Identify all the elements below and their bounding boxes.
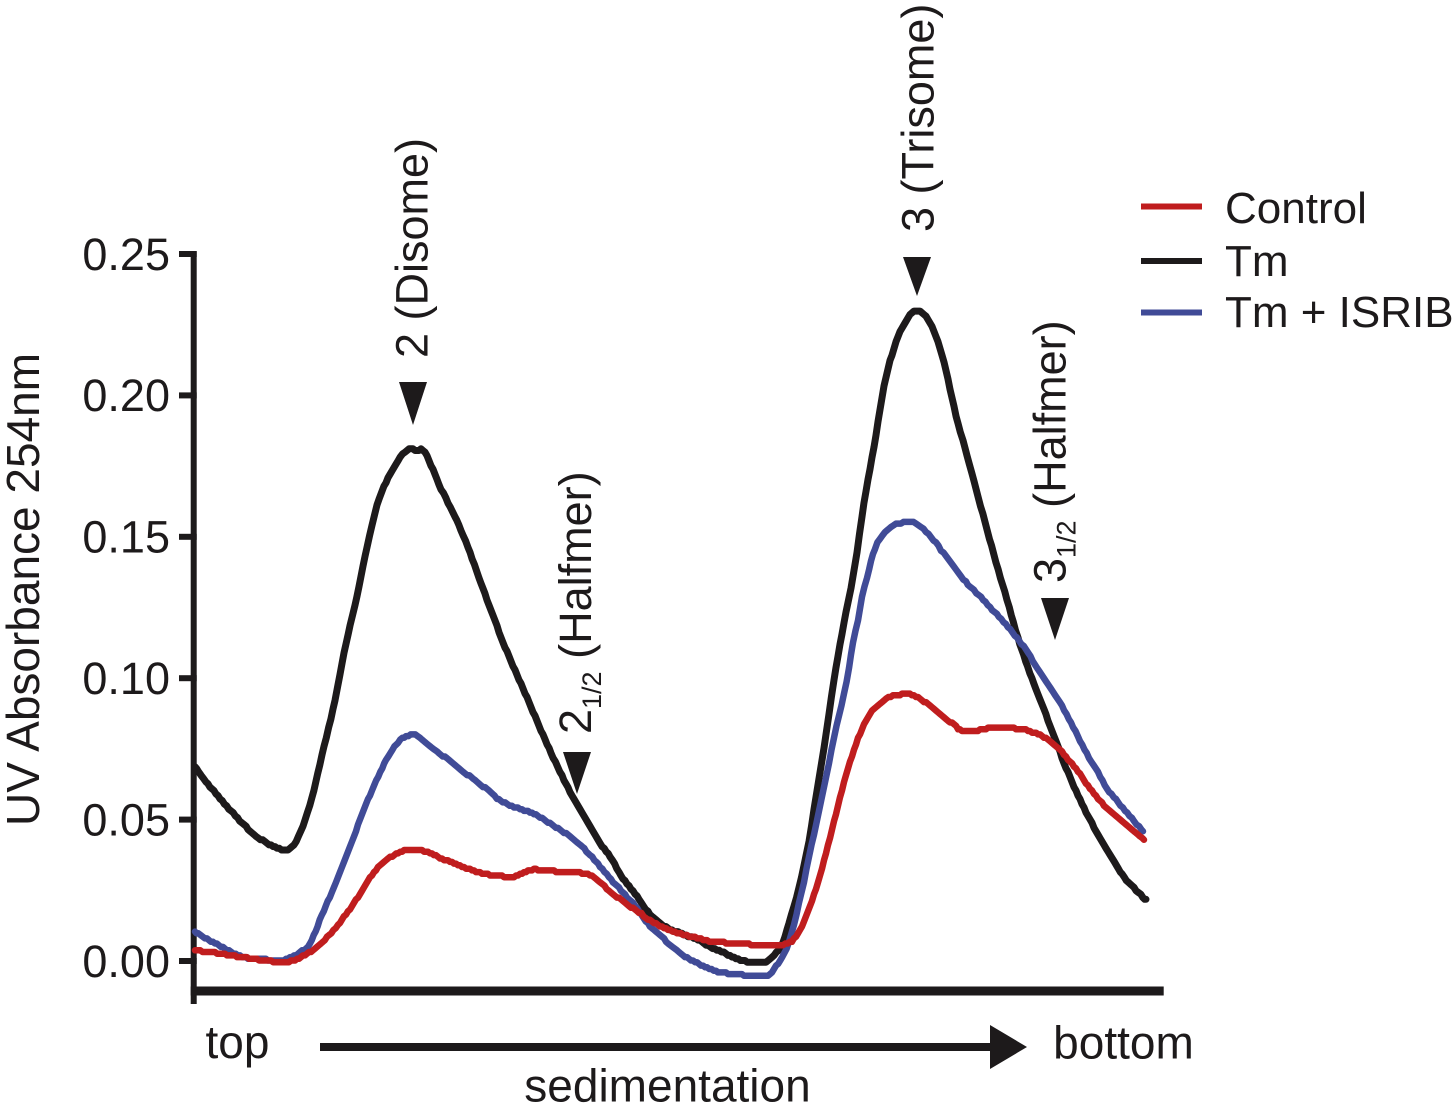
svg-text:21/2 (Halfmer): 21/2 (Halfmer) bbox=[550, 471, 607, 734]
svg-text:0.25: 0.25 bbox=[82, 229, 170, 280]
svg-text:Control: Control bbox=[1225, 184, 1367, 233]
svg-text:3 (Trisome): 3 (Trisome) bbox=[893, 4, 944, 232]
svg-text:top: top bbox=[206, 1016, 270, 1068]
svg-text:sedimentation: sedimentation bbox=[524, 1060, 810, 1111]
svg-text:UV Absorbance 254nm: UV Absorbance 254nm bbox=[0, 353, 49, 826]
svg-text:31/2 (Halfmer): 31/2 (Halfmer) bbox=[1025, 320, 1082, 583]
svg-text:bottom: bottom bbox=[1053, 1017, 1194, 1069]
svg-text:0.10: 0.10 bbox=[82, 653, 170, 704]
svg-text:0.05: 0.05 bbox=[82, 794, 170, 845]
svg-text:2 (Disome): 2 (Disome) bbox=[387, 138, 438, 358]
svg-text:0.20: 0.20 bbox=[82, 370, 170, 421]
svg-text:0.00: 0.00 bbox=[82, 936, 170, 987]
svg-text:Tm: Tm bbox=[1225, 237, 1289, 286]
svg-text:Tm + ISRIB: Tm + ISRIB bbox=[1225, 288, 1452, 337]
svg-text:0.15: 0.15 bbox=[82, 512, 170, 563]
